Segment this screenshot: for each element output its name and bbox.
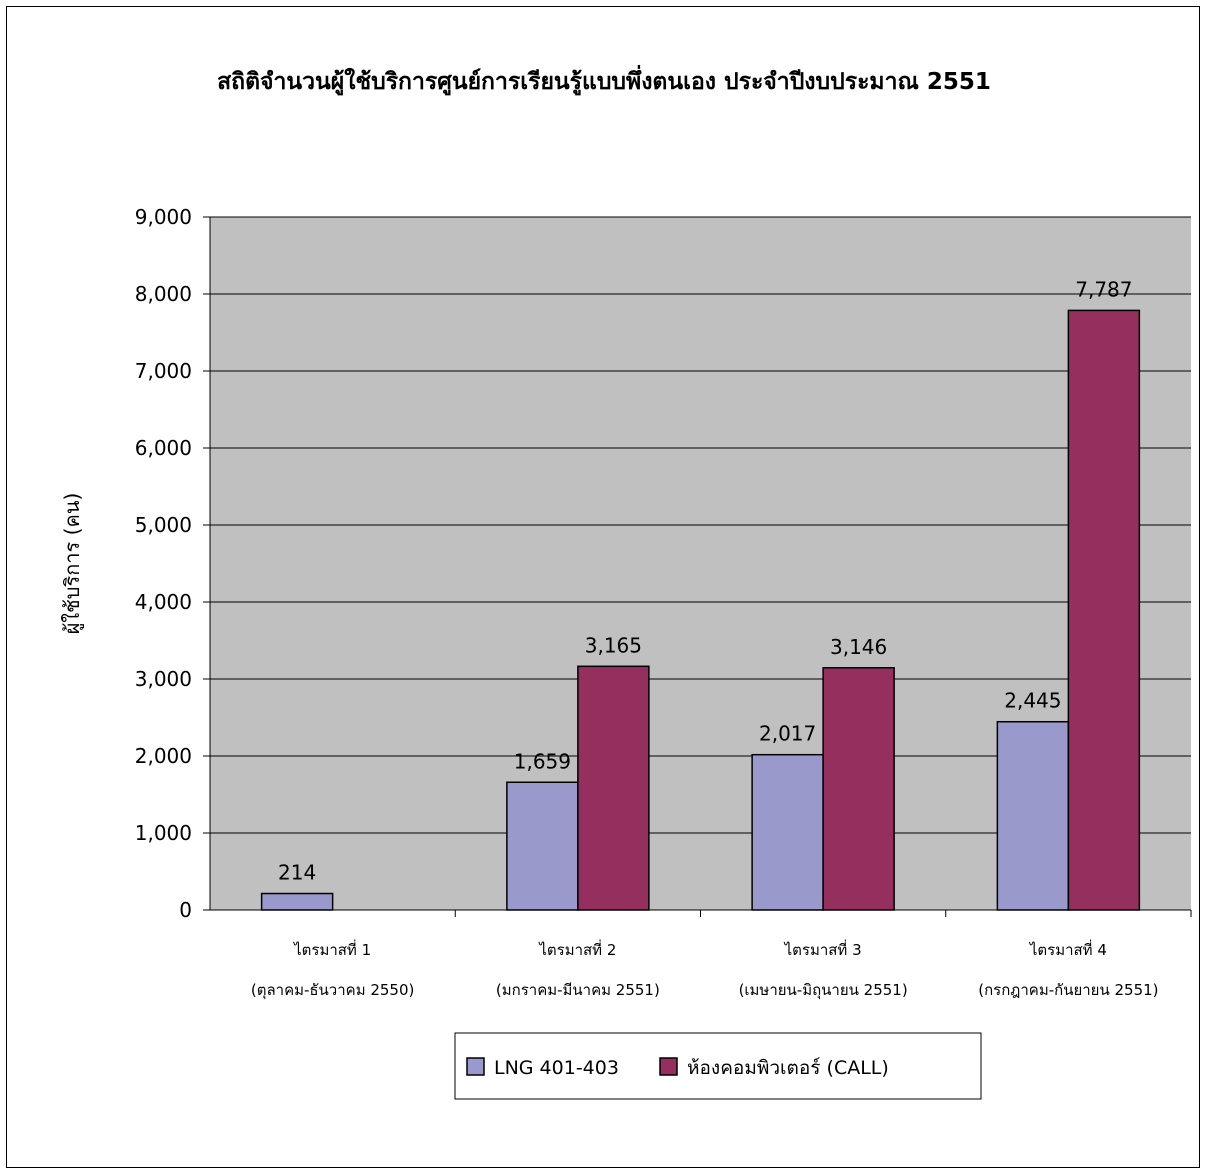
y-tick-label: 9,000 xyxy=(135,205,192,229)
bar xyxy=(1067,309,1141,911)
category-sublabel: (ตุลาคม-ธันวาคม 2550) xyxy=(251,981,415,1000)
legend-box xyxy=(454,1032,982,1100)
data-label: 2,017 xyxy=(759,722,816,746)
data-label: 1,659 xyxy=(514,749,571,773)
data-label: 214 xyxy=(278,861,316,885)
bar xyxy=(260,892,334,911)
y-tick-label: 4,000 xyxy=(135,590,192,614)
data-label: 2,445 xyxy=(1004,689,1061,713)
category-label: ไตรมาสที่ 4 xyxy=(1029,939,1107,959)
chart-frame: สถิติจำนวนผู้ใช้บริการศูนย์การเรียนรู้แบ… xyxy=(6,6,1200,1168)
category-sublabel: (เมษายน-มิถุนายน 2551) xyxy=(739,981,908,1000)
chart-title: สถิติจำนวนผู้ใช้บริการศูนย์การเรียนรู้แบ… xyxy=(217,64,991,96)
bar-chart: สถิติจำนวนผู้ใช้บริการศูนย์การเรียนรู้แบ… xyxy=(60,64,1192,1100)
y-tick-label: 6,000 xyxy=(135,436,192,460)
y-tick-label: 0 xyxy=(179,898,192,922)
bar xyxy=(822,667,895,911)
y-tick-label: 5,000 xyxy=(135,513,192,537)
y-tick-label: 3,000 xyxy=(135,667,192,691)
y-tick-label: 1,000 xyxy=(135,821,192,845)
data-label: 3,146 xyxy=(830,635,887,659)
data-label: 3,165 xyxy=(585,633,642,657)
legend-swatch xyxy=(659,1057,678,1076)
y-tick-label: 7,000 xyxy=(135,359,192,383)
category-sublabel: (กรกฎาคม-กันยายน 2551) xyxy=(978,981,1158,999)
category-label: ไตรมาสที่ 2 xyxy=(538,939,616,959)
category-label: ไตรมาสที่ 1 xyxy=(293,939,371,959)
legend-label: LNG 401-403 xyxy=(494,1057,619,1079)
y-tick-label: 8,000 xyxy=(135,282,192,306)
legend-swatch xyxy=(466,1057,485,1076)
bar xyxy=(577,665,650,911)
bar xyxy=(751,753,824,911)
bar xyxy=(996,720,1070,911)
y-axis-label: ผู้ใช้บริการ (คน) xyxy=(60,493,85,635)
legend-label: ห้องคอมพิวเตอร์ (CALL) xyxy=(687,1057,889,1079)
category-label: ไตรมาสที่ 3 xyxy=(784,939,862,959)
category-sublabel: (มกราคม-มีนาคม 2551) xyxy=(496,981,660,999)
y-tick-label: 2,000 xyxy=(135,744,192,768)
bar xyxy=(506,781,579,911)
data-label: 7,787 xyxy=(1075,277,1132,301)
